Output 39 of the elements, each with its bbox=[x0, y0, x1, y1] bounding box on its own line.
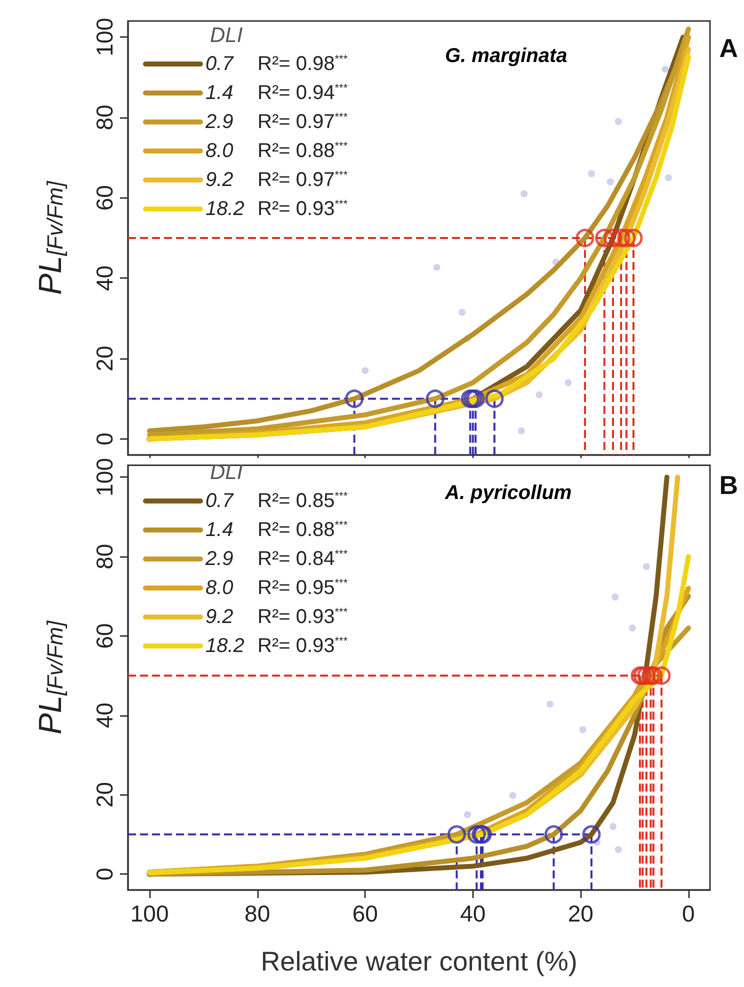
text: 8.0 R²= 0.88*** bbox=[206, 140, 348, 162]
x-tick-label: 20 bbox=[568, 900, 594, 926]
y-tick-label: 40 bbox=[92, 702, 118, 728]
x-tick-label: 80 bbox=[244, 900, 270, 926]
y-tick-label: 0 bbox=[92, 868, 118, 881]
y-tick-label: 60 bbox=[92, 185, 118, 211]
text: A bbox=[719, 33, 738, 63]
text: 1.4 R²= 0.88*** bbox=[206, 519, 348, 541]
y-tick-label: 80 bbox=[92, 544, 118, 570]
y-tick-label: 80 bbox=[92, 104, 118, 130]
text: 1.4 R²= 0.94*** bbox=[206, 82, 348, 104]
y-tick-label: 20 bbox=[92, 782, 118, 808]
x-tick-label: 60 bbox=[352, 900, 378, 926]
y-axis-title: PL[Fv/Fm] bbox=[32, 180, 68, 295]
y-tick-label: 100 bbox=[92, 458, 118, 496]
legend-title: DLI bbox=[210, 24, 243, 47]
y-tick-label: 40 bbox=[92, 265, 118, 291]
text: B bbox=[719, 470, 738, 500]
y-tick-label: 20 bbox=[92, 346, 118, 372]
legend-label: 18.2 R²= 0.93*** bbox=[206, 635, 348, 657]
text: 9.2 R²= 0.93*** bbox=[206, 606, 348, 628]
x-tick-label: 40 bbox=[460, 900, 486, 926]
y-tick-label: 100 bbox=[92, 18, 118, 56]
legend-title: DLI bbox=[210, 461, 243, 484]
x-axis-title: Relative water content (%) bbox=[260, 946, 578, 976]
text: 0.7 R²= 0.85*** bbox=[206, 490, 348, 512]
text: 2.9 R²= 0.84*** bbox=[206, 548, 348, 570]
text: 9.2 R²= 0.97*** bbox=[206, 169, 348, 191]
y-tick-label: 60 bbox=[92, 623, 118, 649]
y-axis-title: PL[Fv/Fm] bbox=[32, 620, 68, 734]
x-tick-label: 0 bbox=[682, 900, 695, 926]
text: 8.0 R²= 0.95*** bbox=[206, 577, 348, 599]
x-tick-label: 100 bbox=[130, 900, 169, 926]
text: G. marginata bbox=[445, 45, 568, 67]
text: A. pyricollum bbox=[444, 482, 572, 504]
text: 0.7 R²= 0.98*** bbox=[206, 53, 348, 75]
text: 2.9 R²= 0.97*** bbox=[206, 111, 348, 133]
y-tick-label: 0 bbox=[92, 432, 118, 446]
legend-label: 18.2 R²= 0.93*** bbox=[206, 198, 348, 220]
